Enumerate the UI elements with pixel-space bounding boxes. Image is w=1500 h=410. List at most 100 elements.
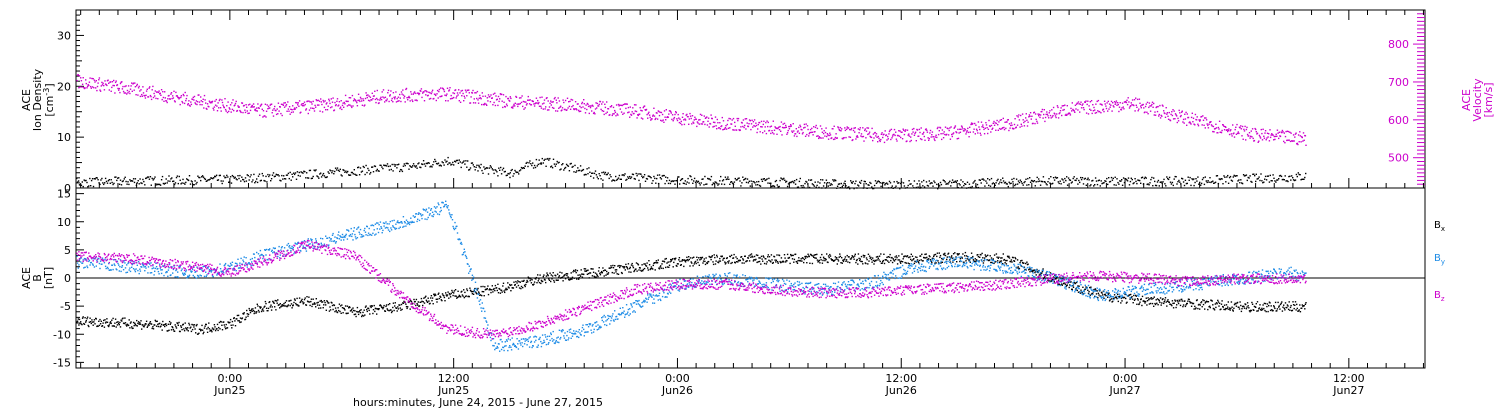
top-panel-frame [75, 9, 1426, 189]
bx-point [163, 324, 165, 326]
bx-point [152, 328, 155, 330]
bx-point [635, 262, 638, 264]
density-point [1167, 178, 1170, 181]
velocity-point [338, 101, 341, 103]
bx-point [192, 324, 194, 326]
density-point [814, 181, 816, 183]
velocity-point [326, 109, 329, 111]
velocity-point [256, 107, 258, 109]
velocity-point [900, 136, 902, 139]
density-point [175, 176, 178, 179]
velocity-point [542, 108, 544, 110]
velocity-point [1084, 101, 1086, 103]
legend-by-main: B [1434, 253, 1441, 264]
velocity-point [127, 92, 129, 94]
density-point [487, 173, 490, 175]
velocity-point [785, 124, 787, 127]
bx-point [667, 261, 669, 263]
velocity-point [339, 107, 341, 110]
velocity-point [275, 109, 277, 112]
velocity-point [1080, 107, 1083, 109]
density-point [704, 175, 706, 178]
velocity-point [245, 104, 247, 106]
velocity-point [839, 126, 842, 129]
density-point [296, 171, 299, 173]
density-point [1246, 179, 1248, 182]
velocity-point [724, 127, 727, 129]
density-point [180, 183, 182, 185]
density-point [1217, 182, 1220, 185]
velocity-point [591, 110, 593, 112]
density-point [596, 176, 598, 178]
density-point [631, 173, 634, 175]
bx-point [373, 304, 375, 307]
velocity-point [518, 103, 520, 105]
velocity-point [371, 99, 373, 101]
density-point [545, 165, 547, 167]
velocity-point [423, 100, 426, 102]
density-point [801, 186, 803, 189]
bx-point [213, 328, 215, 330]
density-point [98, 182, 100, 184]
velocity-point [926, 129, 928, 132]
density-point [1065, 179, 1067, 182]
density-point [408, 168, 410, 170]
bx-point [95, 318, 97, 320]
velocity-point [512, 105, 515, 107]
density-point [1223, 175, 1225, 177]
density-point [973, 181, 975, 183]
velocity-point [854, 127, 856, 129]
density-point [82, 185, 84, 188]
bx-point [719, 260, 722, 262]
velocity-point [504, 106, 506, 108]
bx-point [313, 302, 316, 304]
velocity-point [1235, 126, 1237, 128]
density-point [104, 177, 107, 180]
density-point [1136, 182, 1138, 185]
density-point [492, 169, 494, 171]
density-point [165, 178, 167, 180]
velocity-point [1118, 106, 1121, 108]
density-point [368, 169, 370, 172]
density-point [630, 176, 633, 178]
bx-point [553, 281, 556, 283]
density-point [403, 163, 405, 165]
density-point [326, 176, 328, 178]
density-point [546, 158, 548, 160]
velocity-point [359, 100, 361, 103]
velocity-point [799, 124, 801, 126]
velocity-point [1294, 133, 1297, 135]
bx-point [86, 316, 89, 318]
bx-point [164, 325, 166, 328]
density-point [93, 178, 96, 180]
velocity-point [796, 135, 798, 138]
density-point [872, 187, 874, 190]
density-point [321, 174, 324, 176]
bx-point [309, 304, 311, 307]
density-point [733, 181, 736, 183]
bx-point [688, 258, 690, 261]
density-point [591, 172, 593, 174]
density-point [251, 181, 253, 183]
density-point [756, 181, 758, 183]
density-point [945, 183, 947, 185]
bx-point [539, 274, 541, 276]
density-point [894, 186, 896, 189]
velocity-point [985, 122, 987, 124]
velocity-point [433, 97, 435, 100]
density-point [957, 187, 959, 189]
velocity-point [431, 91, 433, 93]
density-point [443, 164, 445, 166]
velocity-point [1189, 121, 1191, 123]
bx-point [338, 303, 341, 305]
velocity-point [385, 100, 388, 102]
bx-point [423, 297, 425, 299]
density-point [1252, 173, 1254, 175]
bx-point [533, 281, 536, 283]
density-point [110, 179, 112, 181]
density-point [1144, 176, 1146, 178]
density-point [169, 180, 171, 182]
velocity-point [156, 91, 158, 93]
velocity-point [381, 91, 383, 93]
density-point [719, 180, 721, 182]
